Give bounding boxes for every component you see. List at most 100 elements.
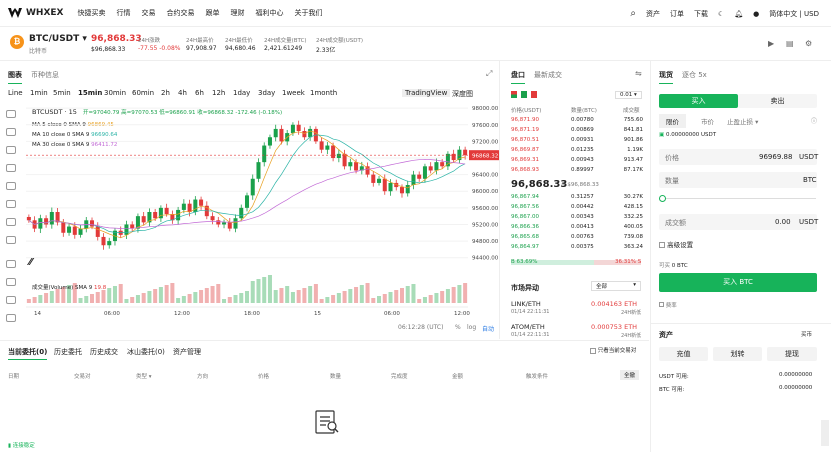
price-input[interactable]: 价格 96969.88 USDT	[659, 149, 818, 165]
cancel-all-button[interactable]: 全撤	[620, 370, 640, 380]
tab-history-orders[interactable]: 历史委托	[54, 348, 82, 356]
nav-item[interactable]: 跟单	[205, 9, 220, 17]
orderbook-row[interactable]: 96,869.31 0.00943 913.47	[511, 157, 643, 165]
trendline-icon[interactable]	[6, 128, 16, 136]
view-bids-icon[interactable]	[521, 91, 527, 98]
auto-toggle[interactable]: 自动	[482, 326, 495, 333]
ruler-icon[interactable]	[6, 260, 16, 268]
measure-icon[interactable]	[6, 236, 16, 244]
nav-item[interactable]: 合约交易	[166, 9, 195, 17]
deposit-button[interactable]: 充值	[659, 347, 708, 361]
orderbook-row[interactable]: 96,871.90 0.00780 755.60	[511, 117, 643, 125]
play-icon[interactable]: ▶	[768, 39, 775, 48]
document-icon[interactable]: ▤	[786, 39, 794, 48]
buy-tab-button[interactable]: 买入	[659, 94, 738, 108]
orderbook-row[interactable]: 96,871.19 0.00869 841.81	[511, 127, 643, 135]
scrollbar[interactable]	[821, 420, 829, 446]
nav-item[interactable]: 交易	[141, 9, 156, 17]
pair-selector[interactable]: BTC/USDT ▾	[29, 34, 87, 44]
orderbook-settings-icon[interactable]: ⇋	[635, 69, 642, 78]
interval-60min[interactable]: 60min	[132, 89, 155, 97]
sell-tab-button[interactable]: 卖出	[738, 94, 817, 108]
bell-icon[interactable]: 🔔︎	[734, 9, 744, 18]
current-pair-only-checkbox[interactable]: 只看当前交易对	[590, 346, 636, 354]
info-icon[interactable]: ⓘ	[811, 118, 818, 125]
pattern-icon[interactable]	[6, 182, 16, 190]
interval-1day[interactable]: 1day	[233, 89, 251, 97]
horizontal-line-icon[interactable]	[6, 146, 16, 154]
orderbook-row[interactable]: 96,867.00 0.00343 332.25	[511, 214, 643, 222]
interval-1min[interactable]: 1min	[30, 89, 48, 97]
slider-handle[interactable]	[659, 195, 666, 202]
orderbook-row[interactable]: 96,866.36 0.00413 400.05	[511, 224, 643, 232]
interval-1week[interactable]: 1week	[282, 89, 305, 97]
market-item-pair[interactable]: ATOM/ETH	[511, 323, 545, 331]
tab-coin-info[interactable]: 币种信息	[31, 71, 59, 79]
quantity-input[interactable]: 数量 BTC	[659, 172, 817, 188]
orderbook-row[interactable]: 96,867.94 0.31257 30.27K	[511, 194, 643, 202]
order-type-market[interactable]: 市价	[701, 118, 714, 126]
interval-4h[interactable]: 4h	[178, 89, 187, 97]
order-type-stop[interactable]: 止盈止损 ▾	[727, 118, 759, 126]
lock-icon[interactable]	[6, 296, 16, 304]
tab-chart[interactable]: 图表	[8, 70, 22, 84]
market-item-pair[interactable]: LINK/ETH	[511, 300, 541, 308]
precision-select[interactable]: 0.01 ▾	[615, 91, 642, 99]
amount-input[interactable]: 成交额 0.00 USDT	[659, 214, 818, 230]
order-type-limit[interactable]: 限价	[659, 114, 686, 128]
tab-isolated-margin[interactable]: 逐仓 5x	[682, 71, 707, 79]
orderbook-row[interactable]: 96,867.56 0.00442 428.15	[511, 204, 643, 212]
tab-asset-management[interactable]: 资产管理	[173, 348, 201, 356]
price-chart[interactable]: 98000.0097600.0097200.0096800.0096400.00…	[0, 0, 500, 340]
tab-latest-trades[interactable]: 最新成交	[534, 71, 562, 79]
logo[interactable]: WHXEX	[8, 8, 64, 18]
nav-item[interactable]: 关于我们	[294, 9, 323, 17]
tab-spot[interactable]: 现货	[659, 70, 673, 84]
orderbook-row[interactable]: 96,864.97 0.00375 363.24	[511, 244, 643, 252]
interval-5min[interactable]: 5min	[53, 89, 71, 97]
magnet-icon[interactable]	[6, 278, 16, 286]
interval-1month[interactable]: 1month	[310, 89, 338, 97]
view-tradingview[interactable]: TradingView	[402, 89, 451, 97]
col-type[interactable]: 类型 ▾	[136, 374, 152, 380]
interval-line[interactable]: Line	[8, 89, 23, 97]
trash-icon[interactable]	[6, 314, 16, 322]
orderbook-row[interactable]: 96,868.93 0.89997 87.17K	[511, 167, 643, 175]
interval-12h[interactable]: 12h	[212, 89, 226, 97]
nav-item[interactable]: 快捷买卖	[77, 9, 106, 17]
fee-link[interactable]: 费率	[659, 301, 677, 309]
interval-30min[interactable]: 30min	[104, 89, 127, 97]
tab-history-trades[interactable]: 历史成交	[90, 348, 118, 356]
crosshair-icon[interactable]	[6, 110, 16, 118]
language-currency[interactable]: 简体中文 | USD	[769, 9, 819, 18]
tab-iceberg[interactable]: 冰山委托(0)	[127, 348, 165, 356]
interval-15min[interactable]: 15min	[78, 89, 103, 97]
view-asks-icon[interactable]	[531, 91, 537, 98]
advanced-settings-checkbox[interactable]: 高级设置	[659, 239, 693, 249]
nav-item[interactable]: 理财	[230, 9, 245, 17]
nav-assets[interactable]: 资产	[645, 9, 660, 18]
market-filter-select[interactable]: 全部 ▾	[591, 281, 641, 291]
interval-3day[interactable]: 3day	[258, 89, 276, 97]
quantity-slider[interactable]	[660, 198, 816, 199]
log-toggle[interactable]: log	[467, 324, 477, 331]
tab-orderbook[interactable]: 盘口	[511, 70, 525, 84]
nav-download[interactable]: 下载	[693, 9, 708, 18]
view-depth[interactable]: 深度图	[452, 90, 473, 98]
fib-icon[interactable]	[6, 200, 16, 208]
checkbox-box[interactable]	[659, 242, 665, 248]
orderbook-row[interactable]: 96,869.87 0.01235 1.19K	[511, 147, 643, 155]
buy-btc-button[interactable]: 买入 BTC	[659, 273, 817, 292]
view-both-icon[interactable]	[511, 91, 517, 98]
interval-2h[interactable]: 2h	[161, 89, 170, 97]
withdraw-button[interactable]: 提现	[767, 347, 817, 361]
nav-orders[interactable]: 订单	[669, 9, 684, 18]
buy-crypto-link[interactable]: 买币	[801, 332, 813, 338]
expand-icon[interactable]: ⤢	[486, 69, 493, 78]
nav-item[interactable]: 福利中心	[255, 9, 284, 17]
checkbox-box[interactable]	[590, 347, 596, 354]
interval-6h[interactable]: 6h	[195, 89, 204, 97]
text-icon[interactable]	[6, 218, 16, 226]
channel-icon[interactable]	[6, 164, 16, 172]
tab-current-orders[interactable]: 当前委托(0)	[8, 347, 48, 360]
